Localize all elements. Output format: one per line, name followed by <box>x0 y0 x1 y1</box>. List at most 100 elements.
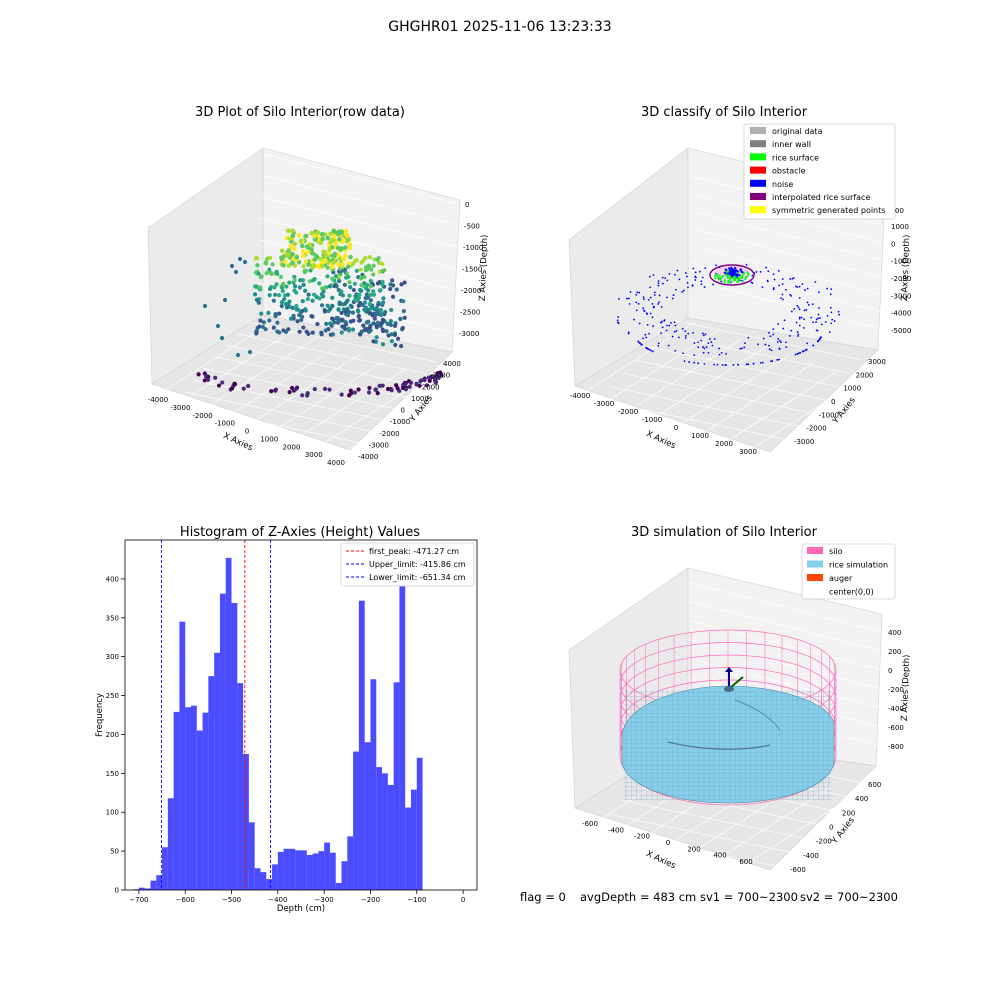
data-point <box>394 287 399 292</box>
noise-point <box>780 341 782 344</box>
noise-point <box>817 313 820 316</box>
data-point <box>300 393 305 398</box>
data-point <box>269 389 274 394</box>
data-point <box>310 330 315 335</box>
data-point <box>289 260 295 266</box>
data-point <box>424 383 430 388</box>
data-point <box>247 349 253 355</box>
data-point <box>297 329 302 334</box>
data-point <box>258 318 263 323</box>
data-point <box>279 300 285 305</box>
histogram-bar <box>376 767 383 890</box>
noise-point <box>668 272 671 275</box>
histogram-bar <box>179 621 186 890</box>
classify-z-axis-label: Z Axies (Depth) <box>900 234 912 301</box>
data-point <box>274 269 279 274</box>
data-point <box>301 253 306 259</box>
noise-point <box>766 280 769 283</box>
noise-point <box>815 321 818 323</box>
data-point <box>330 276 335 281</box>
classify-z-tick: -3000 <box>891 292 911 300</box>
grid-line <box>686 619 883 671</box>
y-tick-label: 400 <box>106 575 119 583</box>
noise-point <box>772 328 775 331</box>
noise-point <box>761 286 764 288</box>
data-point <box>202 378 207 383</box>
classify-panel-title: 3D classify of Silo Interior <box>641 105 808 120</box>
noise-point <box>739 268 742 271</box>
data-point <box>368 306 373 311</box>
noise-point <box>675 329 678 332</box>
noise-point <box>671 297 674 300</box>
data-point <box>266 310 271 315</box>
sim-y-tick: -400 <box>803 852 819 860</box>
data-point <box>267 292 272 298</box>
data-point <box>293 387 298 392</box>
data-point <box>377 308 383 313</box>
legend-label: rice surface <box>772 153 819 162</box>
data-point <box>319 332 324 337</box>
data-point <box>324 321 329 326</box>
noise-point <box>770 349 773 352</box>
noise-point <box>685 334 687 337</box>
histogram-bar <box>370 679 377 890</box>
data-point <box>379 312 384 317</box>
histogram-bar <box>138 887 145 890</box>
histogram-bar <box>150 880 157 890</box>
noise-point <box>659 321 662 324</box>
data-point <box>215 323 221 329</box>
data-point <box>364 320 369 325</box>
classify-legend-items: original data inner wall rice surface obsta… <box>750 127 885 215</box>
grid-line <box>622 372 813 414</box>
histogram-bar <box>243 753 249 890</box>
data-point <box>271 298 276 303</box>
raw-z-tick: -2000 <box>461 287 481 295</box>
sim-y-tick: 200 <box>842 809 855 817</box>
histogram-bar <box>260 872 267 890</box>
noise-point <box>773 278 776 281</box>
data-point <box>312 233 317 239</box>
grid-line <box>606 813 798 855</box>
sim-z-tick: -400 <box>888 705 904 713</box>
data-point <box>270 262 275 267</box>
data-point <box>274 282 279 287</box>
noise-point <box>768 348 771 351</box>
data-point <box>294 303 299 309</box>
noise-point <box>678 278 681 281</box>
flag-text: flag = 0 <box>520 890 566 904</box>
sim-z-tick: -600 <box>888 724 904 732</box>
data-point <box>303 307 308 312</box>
data-point <box>368 298 373 303</box>
data-point <box>398 316 403 322</box>
data-point <box>380 328 386 334</box>
data-point <box>256 271 261 276</box>
data-point <box>319 303 325 308</box>
data-point <box>362 274 367 280</box>
noise-point <box>743 346 746 349</box>
classify-x-tick: 3000 <box>739 448 757 456</box>
x-tick-label: 0 <box>461 896 465 904</box>
noise-point <box>788 334 791 337</box>
noise-point <box>797 333 800 336</box>
rice-point <box>728 281 731 284</box>
rice-point <box>737 280 740 283</box>
histogram-bar <box>411 789 417 890</box>
noise-point <box>657 342 660 345</box>
legend-label: silo <box>829 547 843 556</box>
noise-point <box>643 309 645 312</box>
classify-z-tick-clipped: 00 <box>895 207 904 215</box>
data-point <box>380 279 385 284</box>
noise-point <box>785 288 787 291</box>
data-point <box>399 282 404 287</box>
legend-label: center(0,0) <box>829 588 874 597</box>
data-point <box>213 375 218 380</box>
noise-point <box>663 319 666 321</box>
sim-x-tick: -600 <box>582 820 598 828</box>
data-point <box>374 335 379 340</box>
noise-point <box>682 289 685 292</box>
data-point <box>264 271 269 276</box>
data-point <box>368 284 374 289</box>
data-point <box>350 327 356 332</box>
data-point <box>348 285 353 290</box>
data-point <box>325 265 330 270</box>
